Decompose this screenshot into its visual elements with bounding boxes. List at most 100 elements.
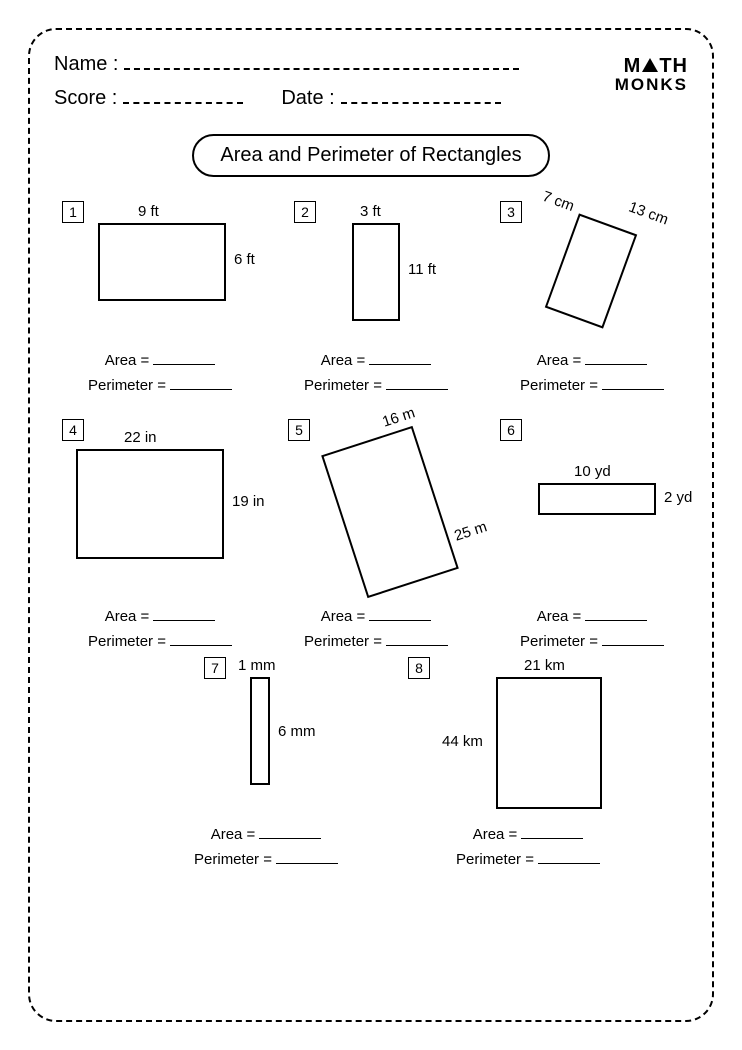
height-dimension: 2 yd <box>664 489 692 506</box>
problems-grid: 19 ft6 ftArea =Perimeter =23 ft11 ftArea… <box>54 201 688 981</box>
problem-number: 1 <box>62 201 84 223</box>
problem-3: 37 cm13 cmArea =Perimeter = <box>494 201 704 431</box>
perimeter-blank[interactable] <box>538 849 600 863</box>
height-dimension: 19 in <box>232 493 265 510</box>
perimeter-line: Perimeter = <box>502 631 682 649</box>
header: Name : Score : Date : MTH MONKS <box>54 52 688 120</box>
width-dimension: 21 km <box>524 657 565 674</box>
answer-block: Area = Perimeter = <box>438 825 618 874</box>
perimeter-blank[interactable] <box>170 375 232 389</box>
area-line: Area = <box>286 607 466 625</box>
area-blank[interactable] <box>153 607 215 621</box>
answer-block: Area = Perimeter = <box>502 351 682 400</box>
area-blank[interactable] <box>585 351 647 365</box>
area-blank[interactable] <box>521 825 583 839</box>
area-line: Area = <box>286 351 466 369</box>
date-label: Date : <box>281 87 334 110</box>
perimeter-blank[interactable] <box>170 631 232 645</box>
area-line: Area = <box>70 607 250 625</box>
rectangle-shape <box>76 449 224 559</box>
page-title: Area and Perimeter of Rectangles <box>192 134 549 177</box>
perimeter-line: Perimeter = <box>70 375 250 393</box>
width-dimension: 10 yd <box>574 463 611 480</box>
rectangle-shape <box>496 677 602 809</box>
name-field: Name : <box>54 52 578 76</box>
problem-6: 6 10 yd 2 yd Area = Perimeter = <box>494 419 704 649</box>
problem-number: 5 <box>288 419 310 441</box>
logo-line2: MONKS <box>578 76 688 93</box>
area-label: Area = <box>537 352 582 369</box>
header-fields: Name : Score : Date : <box>54 52 578 120</box>
problem-number: 7 <box>204 657 226 679</box>
answer-block: Area =Perimeter = <box>286 607 466 656</box>
area-line: Area = <box>438 825 618 843</box>
perimeter-blank[interactable] <box>602 631 664 645</box>
logo: MTH MONKS <box>578 52 688 93</box>
perimeter-label: Perimeter = <box>304 377 382 394</box>
perimeter-line: Perimeter = <box>502 375 682 393</box>
area-label: Area = <box>473 826 518 843</box>
worksheet-frame: Name : Score : Date : MTH MONKS Area and… <box>28 28 714 1022</box>
height-dimension: 25 m <box>452 518 489 544</box>
area-blank[interactable] <box>585 607 647 621</box>
problem-1: 1 9 ft 6 ft Area = Perimeter = <box>54 201 264 431</box>
height-dimension: 13 cm <box>626 199 670 229</box>
answer-block: Area = Perimeter = <box>286 351 466 400</box>
area-label: Area = <box>105 352 150 369</box>
width-dimension: 22 in <box>124 429 157 446</box>
problem-8: 821 km44 kmArea =Perimeter = <box>398 657 608 887</box>
area-label: Area = <box>321 352 366 369</box>
height-dimension: 11 ft <box>408 261 436 278</box>
problem-number: 8 <box>408 657 430 679</box>
area-blank[interactable] <box>369 607 431 621</box>
rectangle-shape <box>352 223 400 321</box>
rectangle-shape <box>98 223 226 301</box>
problem-4: 4 22 in 19 in Area = Perimeter = <box>54 419 264 649</box>
perimeter-label: Perimeter = <box>520 377 598 394</box>
area-label: Area = <box>321 608 366 625</box>
perimeter-label: Perimeter = <box>520 633 598 650</box>
perimeter-line: Perimeter = <box>438 849 618 867</box>
rectangle-shape <box>538 483 656 515</box>
answer-block: Area = Perimeter = <box>70 351 250 400</box>
score-label: Score : <box>54 87 117 110</box>
area-blank[interactable] <box>259 825 321 839</box>
answer-block: Area = Perimeter = <box>502 607 682 656</box>
height-dimension: 6 ft <box>234 251 255 268</box>
area-line: Area = <box>502 351 682 369</box>
problem-number: 3 <box>500 201 522 223</box>
rectangle-shape <box>321 426 459 598</box>
perimeter-blank[interactable] <box>276 849 338 863</box>
perimeter-blank[interactable] <box>386 375 448 389</box>
rectangle-shape <box>250 677 270 785</box>
perimeter-label: Perimeter = <box>88 633 166 650</box>
perimeter-blank[interactable] <box>602 375 664 389</box>
area-label: Area = <box>537 608 582 625</box>
rectangle-shape <box>545 213 637 328</box>
area-blank[interactable] <box>153 351 215 365</box>
triangle-icon <box>642 58 658 72</box>
perimeter-blank[interactable] <box>386 631 448 645</box>
area-label: Area = <box>211 826 256 843</box>
problem-2: 2 3 ft 11 ft Area = Perimeter = <box>282 201 492 431</box>
problem-number: 2 <box>294 201 316 223</box>
width-dimension: 7 cm <box>540 188 576 215</box>
width-dimension: 9 ft <box>138 203 159 220</box>
problem-number: 4 <box>62 419 84 441</box>
name-label: Name : <box>54 53 118 76</box>
area-blank[interactable] <box>369 351 431 365</box>
perimeter-label: Perimeter = <box>88 377 166 394</box>
logo-line1: MTH <box>578 56 688 76</box>
problem-7: 71 mm6 mmArea =Perimeter = <box>186 657 396 887</box>
title-wrap: Area and Perimeter of Rectangles <box>54 134 688 177</box>
answer-block: Area = Perimeter = <box>70 607 250 656</box>
area-label: Area = <box>105 608 150 625</box>
width-dimension: 1 mm <box>238 657 276 674</box>
name-blank[interactable] <box>124 52 519 70</box>
problem-number: 6 <box>500 419 522 441</box>
date-blank[interactable] <box>341 86 501 104</box>
width-dimension: 3 ft <box>360 203 381 220</box>
score-blank[interactable] <box>123 86 243 104</box>
perimeter-line: Perimeter = <box>176 849 356 867</box>
area-line: Area = <box>502 607 682 625</box>
